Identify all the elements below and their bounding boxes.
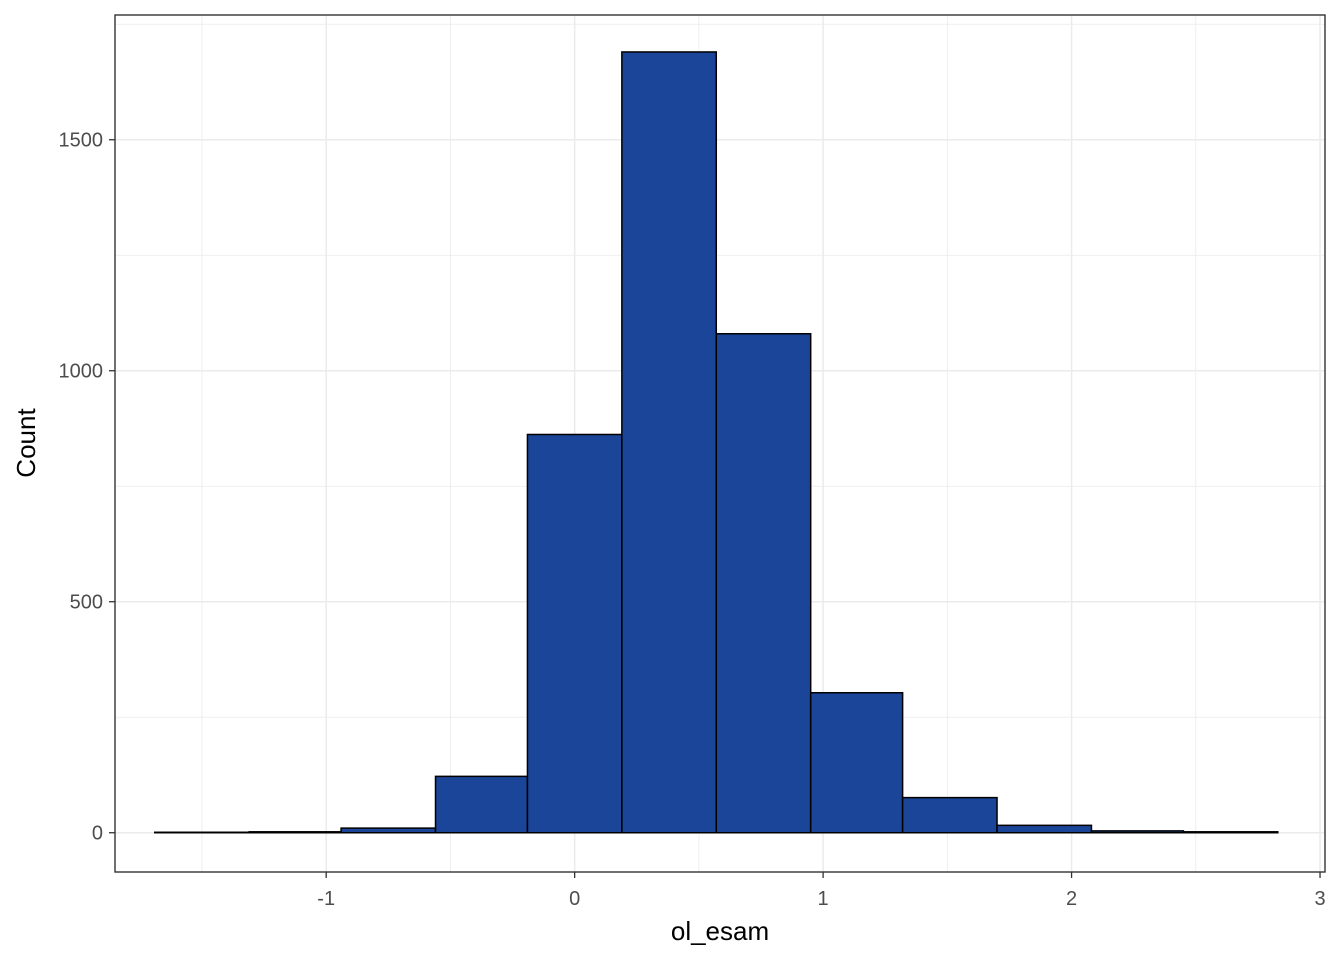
x-axis-title: ol_esam [671,916,769,946]
y-axis-title: Count [11,408,41,478]
histogram-bar [340,827,437,834]
histogram-bar [715,333,812,834]
ticks-layer: -1 0 1 2 3 0 500 1000 1500 [59,130,1326,910]
plot-panel-border [114,14,1326,873]
histogram-bar [1090,830,1185,834]
x-tick-label: 0 [569,888,580,910]
histogram-bar [434,775,529,834]
histogram-bar [248,831,342,834]
x-tick-label: -1 [317,888,335,910]
histogram-bar [996,824,1093,834]
histogram-bar [526,433,623,834]
y-tick-label: 1500 [59,130,104,152]
histogram-bar [901,796,998,834]
x-tick-label: 3 [1314,888,1325,910]
y-tick-label: 1000 [59,361,104,383]
histogram-bar [1182,831,1279,834]
y-tick-label: 0 [92,823,103,845]
x-tick-label: 2 [1066,888,1077,910]
histogram-bar [621,51,718,834]
bars-layer [154,51,1279,834]
y-tick-label: 500 [70,592,103,614]
x-tick-label: 1 [818,888,829,910]
histogram-bar [809,691,904,834]
